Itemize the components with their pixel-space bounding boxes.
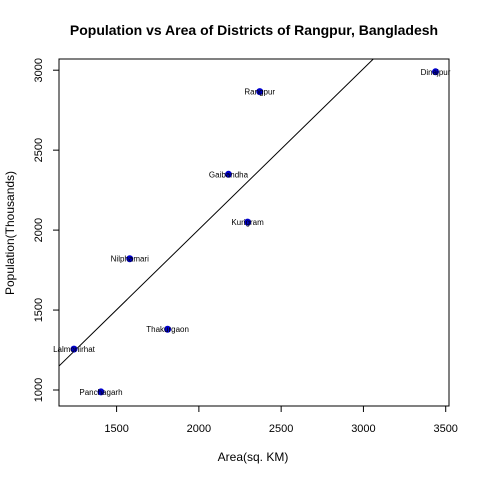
x-axis-label: Area(sq. KM) [218,450,289,464]
y-tick-label: 2500 [33,138,45,162]
y-tick-label: 1500 [33,298,45,322]
point-label: Rangpur [244,88,275,97]
data-point [70,345,78,353]
chart-title: Population vs Area of Districts of Rangp… [70,22,438,38]
data-point [432,68,440,76]
data-point [97,388,105,396]
data-point [164,325,172,333]
x-tick-label: 1500 [104,423,128,435]
y-axis-label: Population(Thousands) [3,171,17,295]
y-tick-label: 1000 [33,378,45,402]
x-tick-label: 2500 [269,423,293,435]
x-axis: 1500 2000 2500 3000 3500 [104,405,458,435]
point-label: Kurigram [231,218,264,227]
x-tick-label: 3500 [433,423,457,435]
data-point [126,255,134,263]
data-point [224,170,232,178]
regression-layer [59,59,374,367]
plot-frame [58,58,450,407]
point-label: Lalmonirhat [53,345,96,354]
data-point [244,218,252,226]
point-label: Nilphamari [111,255,149,264]
point-label: Panchagarh [79,388,122,397]
point-label: Gaibandha [209,170,249,179]
y-tick-label: 2000 [33,218,45,242]
point-label: Thakurgaon [146,325,189,334]
data-point [256,88,264,96]
x-tick-label: 3000 [351,423,375,435]
regression-line [59,59,374,367]
x-tick-label: 2000 [187,423,211,435]
points-layer: Dinajpur Rangpur Gaibandha Kurigram Nilphama… [53,68,451,397]
y-axis: 1000 1500 2000 2500 3000 [33,58,60,402]
point-label: Dinajpur [421,68,451,77]
y-tick-label: 3000 [33,58,45,82]
